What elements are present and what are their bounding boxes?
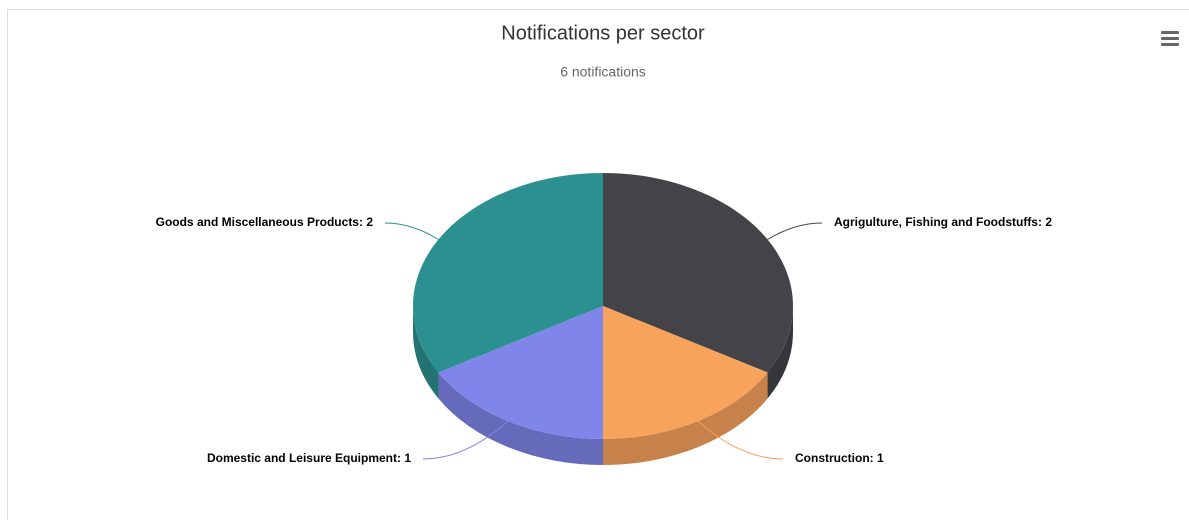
slice [412, 173, 603, 373]
data-label: Goods and Miscellaneous Products: 2 [156, 215, 374, 229]
slice [603, 306, 768, 439]
chart-subtitle: 6 notifications [560, 64, 646, 80]
slice-side [767, 306, 793, 399]
data-label: Construction: 1 [795, 451, 884, 465]
slice-side [603, 372, 768, 465]
slice-side [413, 306, 439, 399]
menu-button[interactable] [1161, 31, 1179, 46]
menu-bar[interactable] [1161, 37, 1179, 40]
data-label: Agrigulture, Fishing and Foodstuffs: 2 [834, 215, 1052, 229]
data-label: Domestic and Leisure Equipment: 1 [207, 451, 411, 465]
chart-title: Notifications per sector [501, 22, 705, 44]
connector [697, 420, 784, 460]
slice [438, 306, 603, 439]
menu-bar[interactable] [1161, 43, 1179, 46]
connector [767, 222, 823, 240]
connector [422, 420, 509, 460]
connector [384, 222, 439, 240]
slice [603, 173, 793, 373]
menu-bar[interactable] [1161, 31, 1179, 34]
slice-side [438, 372, 603, 465]
